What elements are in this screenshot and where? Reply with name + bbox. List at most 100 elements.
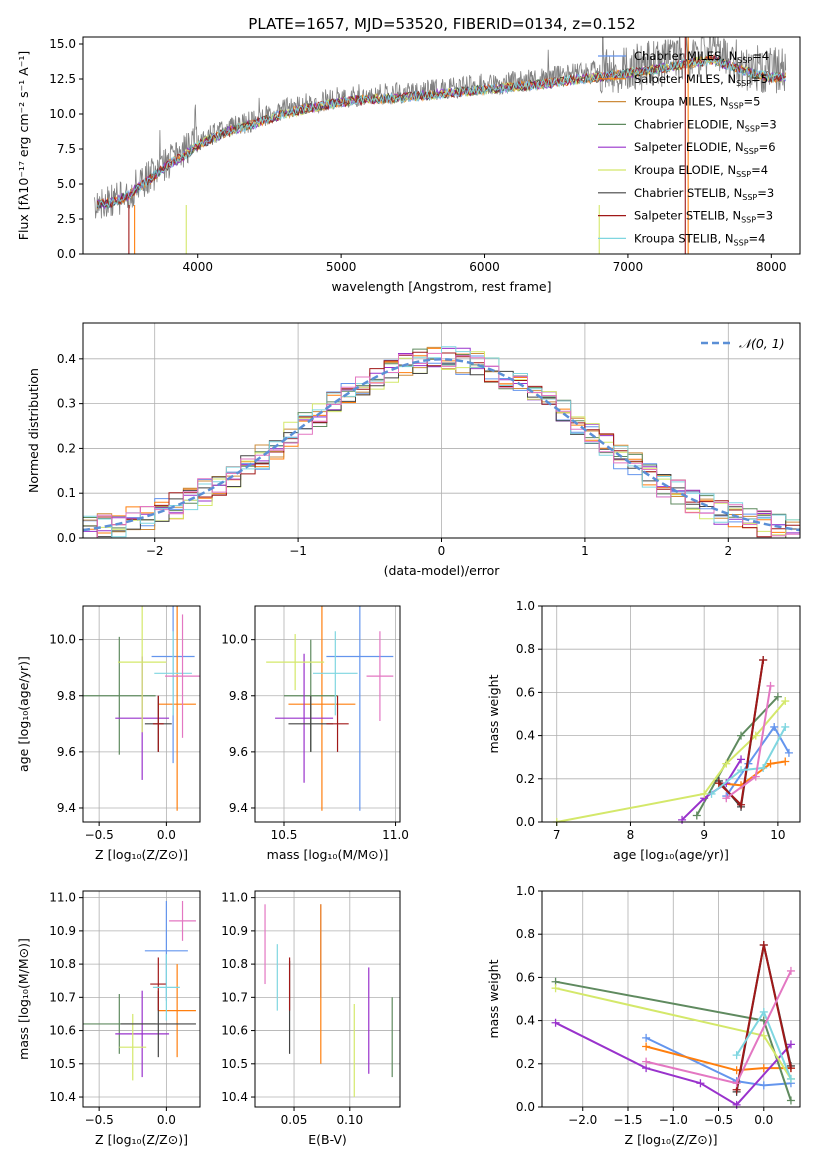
x-tick-label: 5000 (326, 260, 357, 274)
x-tick-label: 9 (700, 828, 708, 842)
y-tick-label: 10.7 (221, 990, 248, 1004)
y-tick-label: 1.0 (516, 599, 535, 613)
legend-label: Kroupa STELIB, NSSP=4 (634, 231, 765, 247)
x-tick-label: 2 (724, 544, 732, 558)
weight-series-marker (696, 1079, 705, 1088)
weight-series-marker (732, 1100, 741, 1109)
errorbar-point (152, 695, 164, 752)
spectrum-model-line (97, 57, 787, 209)
legend-label-main: Salpeter MILES, N (634, 72, 736, 86)
y-tick-label: 1.0 (516, 884, 535, 898)
weight-series-marker (751, 731, 760, 740)
y-tick-label: 0.6 (516, 970, 535, 984)
y-axis-label: mass weight (486, 674, 501, 753)
legend-label-sub: SSP (734, 238, 749, 247)
legend-label: Kroupa MILES, NSSP=5 (634, 95, 760, 111)
y-tick-label: 0.0 (57, 531, 76, 545)
axes-frame (82, 605, 201, 823)
errorbar-point (158, 606, 196, 811)
legend-label: Salpeter ELODIE, NSSP=6 (634, 140, 776, 156)
x-axis-label: (data-model)/error (384, 563, 501, 578)
y-tick-label: 10.7 (49, 990, 76, 1004)
x-axis-label: E(B-V) (308, 1132, 347, 1147)
x-tick-label: −0.5 (85, 828, 114, 842)
weight-series-marker (766, 759, 775, 768)
y-axis-label: Flux [fλ10⁻¹⁷ erg cm⁻² s⁻¹ A⁻¹] (16, 51, 31, 240)
legend-label-main: Chabrier ELODIE, N (634, 117, 745, 131)
y-tick-label: 0.6 (516, 685, 535, 699)
y-tick-label: 0.4 (57, 352, 76, 366)
weight-series-marker (786, 1096, 795, 1105)
y-tick-label: 10.8 (221, 957, 248, 971)
weight-series-marker (737, 766, 746, 775)
legend-label-end: =4 (749, 231, 766, 245)
legend-label-main: Chabrier STELIB, N (634, 186, 742, 200)
y-tick-label: 9.8 (57, 689, 76, 703)
y-tick-label: 0.2 (516, 1057, 535, 1071)
weight-series-marker (642, 1057, 651, 1066)
y-axis-label: Normed distribution (26, 368, 41, 493)
weight-series-marker (551, 1018, 560, 1027)
axes-layer: 4000 5000 6000 7000 80000.02.55.07.510.012.5… (16, 36, 801, 1147)
legend-label-end: =6 (759, 140, 776, 154)
y-tick-label: 0.4 (516, 729, 535, 743)
legend-label-end: =5 (744, 95, 761, 109)
y-tick-label: 10.6 (221, 1024, 248, 1038)
y-tick-label: 10.9 (49, 924, 76, 938)
weight-series-marker (707, 789, 716, 798)
x-tick-label: 11.0 (382, 828, 409, 842)
weight-series-marker (781, 722, 790, 731)
y-tick-label: 10.0 (49, 633, 76, 647)
weight-series-marker (732, 1079, 741, 1088)
errorbar-point (266, 634, 325, 691)
axes-frame (254, 605, 401, 823)
y-tick-label: 10.4 (49, 1090, 76, 1104)
weight-series-marker (759, 1081, 768, 1090)
x-tick-label: −1.5 (613, 1113, 642, 1127)
y-tick-label: 9.4 (57, 801, 76, 815)
legend-label-end: =5 (751, 72, 768, 86)
axes-frame (541, 890, 801, 1108)
errorbar-point (158, 964, 196, 1058)
y-tick-label: 15.0 (49, 37, 76, 51)
x-axis-label: age [log₁₀(age/yr)] (613, 847, 729, 862)
y-tick-label: 0.2 (57, 441, 76, 455)
legend-label: Kroupa ELODIE, NSSP=4 (634, 163, 768, 179)
legend-label-sub: SSP (729, 102, 744, 111)
axes-frame (541, 605, 801, 823)
legend-label-main: Kroupa STELIB, N (634, 231, 734, 245)
legend-label-main: Salpeter STELIB, N (634, 209, 741, 223)
weight-series-marker (737, 800, 746, 809)
y-tick-label: 10.9 (221, 924, 248, 938)
x-tick-label: 4000 (182, 260, 213, 274)
x-tick-label: 8 (627, 828, 635, 842)
weight-series-marker (770, 722, 779, 731)
histogram-step (83, 346, 800, 538)
weight-series-marker (642, 1033, 651, 1042)
weight-series-line (710, 726, 787, 795)
x-tick-label: −2.0 (568, 1113, 597, 1127)
x-tick-label: −1.0 (659, 1113, 688, 1127)
weight-series-marker (759, 1064, 768, 1073)
x-tick-label: 10 (770, 828, 785, 842)
legend-label: Salpeter MILES, NSSP=5 (634, 72, 768, 88)
weight-series-marker (737, 755, 746, 764)
errorbar-point (326, 695, 349, 752)
legend-label-main: Kroupa MILES, N (634, 95, 729, 109)
legend-label: Salpeter STELIB, NSSP=3 (634, 209, 773, 225)
errorbar-point (165, 614, 200, 738)
x-tick-label: 7000 (613, 260, 644, 274)
weight-series-marker (781, 757, 790, 766)
spectrum-model-line (96, 55, 786, 209)
x-tick-label: 1 (581, 544, 589, 558)
x-tick-label: 0.0 (157, 1113, 176, 1127)
grid-layer (83, 323, 800, 1108)
weight-series-marker (737, 731, 746, 740)
weight-series-marker (759, 656, 768, 664)
errorbar-point (154, 631, 192, 716)
errorbar-point (115, 990, 170, 1078)
weight-series-marker (722, 759, 731, 768)
legend-label-sub: SSP (737, 56, 752, 65)
